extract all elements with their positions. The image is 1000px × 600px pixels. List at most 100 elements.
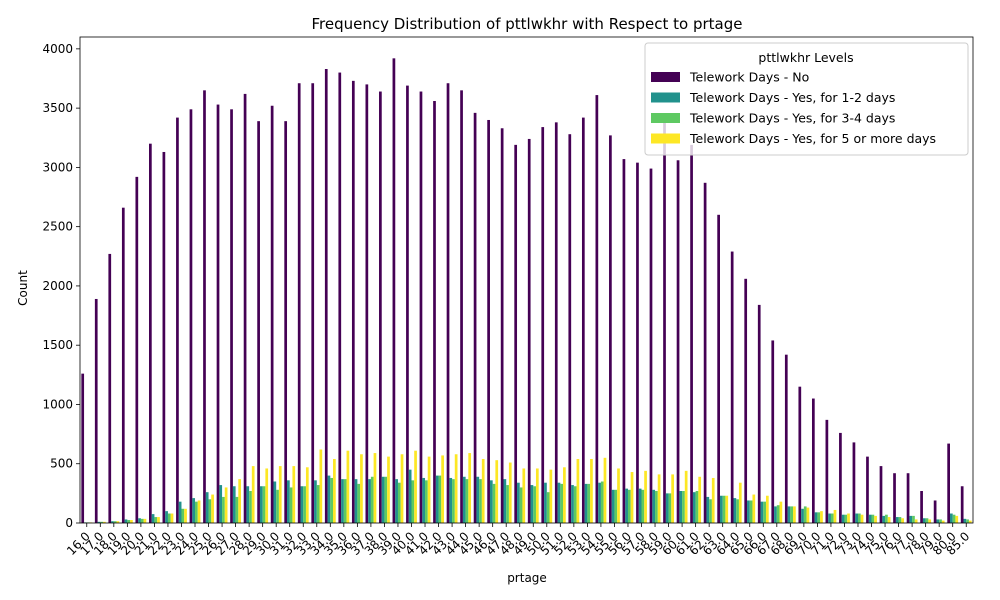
bar [936,519,940,523]
bar [922,518,926,523]
bar [487,119,490,523]
legend-swatch [651,113,680,123]
bar [238,479,242,523]
bar [419,91,423,523]
bar [170,513,174,523]
bar [966,519,969,523]
bar [235,496,239,523]
bar [327,475,331,523]
bar [847,513,850,523]
bar [549,469,553,523]
y-tick-label: 4000 [42,42,73,56]
bar [257,121,260,523]
bar [346,450,350,523]
bar [941,520,945,523]
bar [933,500,937,523]
bar [316,485,320,523]
bar [811,398,815,523]
bar [652,489,656,523]
bar [314,480,317,523]
bar [625,488,628,523]
bar [284,121,288,523]
legend-item: Telework Days - Yes, for 5 or more days [651,131,936,146]
bar [454,454,458,523]
bar [460,90,463,523]
bar [627,489,631,523]
y-tick-label: 1500 [42,338,73,352]
bar [817,512,821,523]
bar [97,521,101,523]
bar [533,486,536,523]
bar [319,449,323,523]
bar [679,491,683,523]
y-tick-label: 2000 [42,279,73,293]
series-group [81,58,964,524]
bar [649,168,653,523]
bar [232,486,236,523]
bar [857,513,861,523]
bar [960,486,964,523]
bar [763,501,766,523]
y-axis-label: Count [16,270,30,306]
bar [492,483,496,523]
bar [644,470,647,523]
bar [433,101,436,523]
bar [135,176,139,523]
bar [397,482,401,523]
legend-label: Telework Days - No [689,70,809,85]
bar [546,492,550,523]
bar [365,84,369,523]
bar [468,453,472,523]
bar [222,496,225,523]
bar [906,473,910,523]
bar [733,498,737,523]
plot-frame [79,36,974,524]
bar [544,482,547,523]
bar [167,513,171,523]
bar [882,515,886,523]
bar [192,498,196,523]
legend-label: Telework Days - Yes, for 1-2 days [689,90,895,105]
bar [682,491,685,523]
bar [243,93,247,524]
bar [300,486,304,523]
bar [828,513,831,523]
bar [784,354,788,523]
bar [249,491,252,523]
bar [747,500,750,523]
bar [749,500,753,523]
bar [354,479,358,523]
bar [176,117,179,523]
bar [563,467,566,523]
bar [590,458,593,523]
bar [438,475,442,523]
bar [276,489,279,523]
bar [895,517,899,523]
bar [719,495,723,523]
bar [259,486,263,523]
bar [149,143,152,523]
bar [514,144,518,523]
bar [411,480,415,523]
bar [717,214,720,524]
bar [576,458,580,523]
legend-swatch [651,133,680,144]
bar [408,469,412,523]
legend-item: Telework Days - Yes, for 1-2 days [651,90,895,105]
bar [330,477,334,523]
bar [568,134,572,523]
legend-label: Telework Days - Yes, for 3-4 days [689,111,895,126]
bar [305,467,309,523]
bar [414,450,417,523]
bar [530,485,534,523]
bar [527,138,531,523]
bar [422,477,426,523]
bar [400,454,404,523]
bar [289,487,293,523]
bar [776,505,780,523]
bar [690,144,693,523]
bar [947,443,950,523]
bar [928,519,932,523]
bar [341,479,344,523]
bar [178,501,182,523]
